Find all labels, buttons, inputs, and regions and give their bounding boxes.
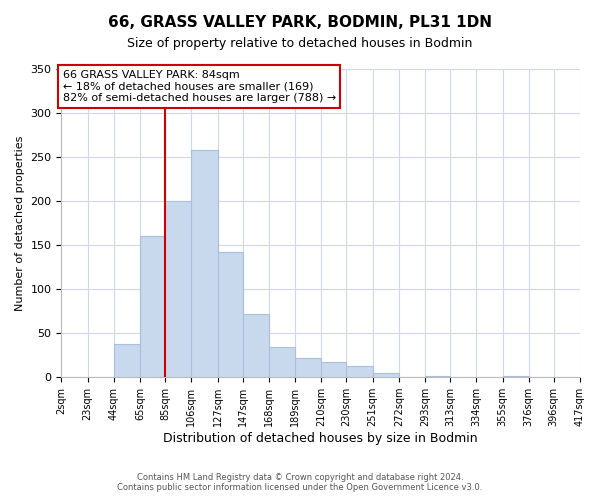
- Bar: [346, 366, 373, 377]
- Text: 66, GRASS VALLEY PARK, BODMIN, PL31 1DN: 66, GRASS VALLEY PARK, BODMIN, PL31 1DN: [108, 15, 492, 30]
- Bar: [295, 358, 322, 377]
- Y-axis label: Number of detached properties: Number of detached properties: [15, 136, 25, 311]
- Text: Size of property relative to detached houses in Bodmin: Size of property relative to detached ho…: [127, 38, 473, 51]
- Text: Contains HM Land Registry data © Crown copyright and database right 2024.
Contai: Contains HM Land Registry data © Crown c…: [118, 473, 482, 492]
- Bar: [503, 376, 529, 377]
- Text: 66 GRASS VALLEY PARK: 84sqm
← 18% of detached houses are smaller (169)
82% of se: 66 GRASS VALLEY PARK: 84sqm ← 18% of det…: [62, 70, 336, 103]
- Bar: [425, 376, 450, 377]
- Bar: [165, 201, 191, 377]
- Bar: [218, 252, 242, 377]
- Bar: [140, 236, 165, 377]
- Bar: [191, 150, 218, 377]
- X-axis label: Distribution of detached houses by size in Bodmin: Distribution of detached houses by size …: [163, 432, 478, 445]
- Bar: [322, 362, 346, 377]
- Bar: [269, 348, 295, 377]
- Bar: [373, 373, 399, 377]
- Bar: [242, 314, 269, 377]
- Bar: [114, 344, 140, 377]
